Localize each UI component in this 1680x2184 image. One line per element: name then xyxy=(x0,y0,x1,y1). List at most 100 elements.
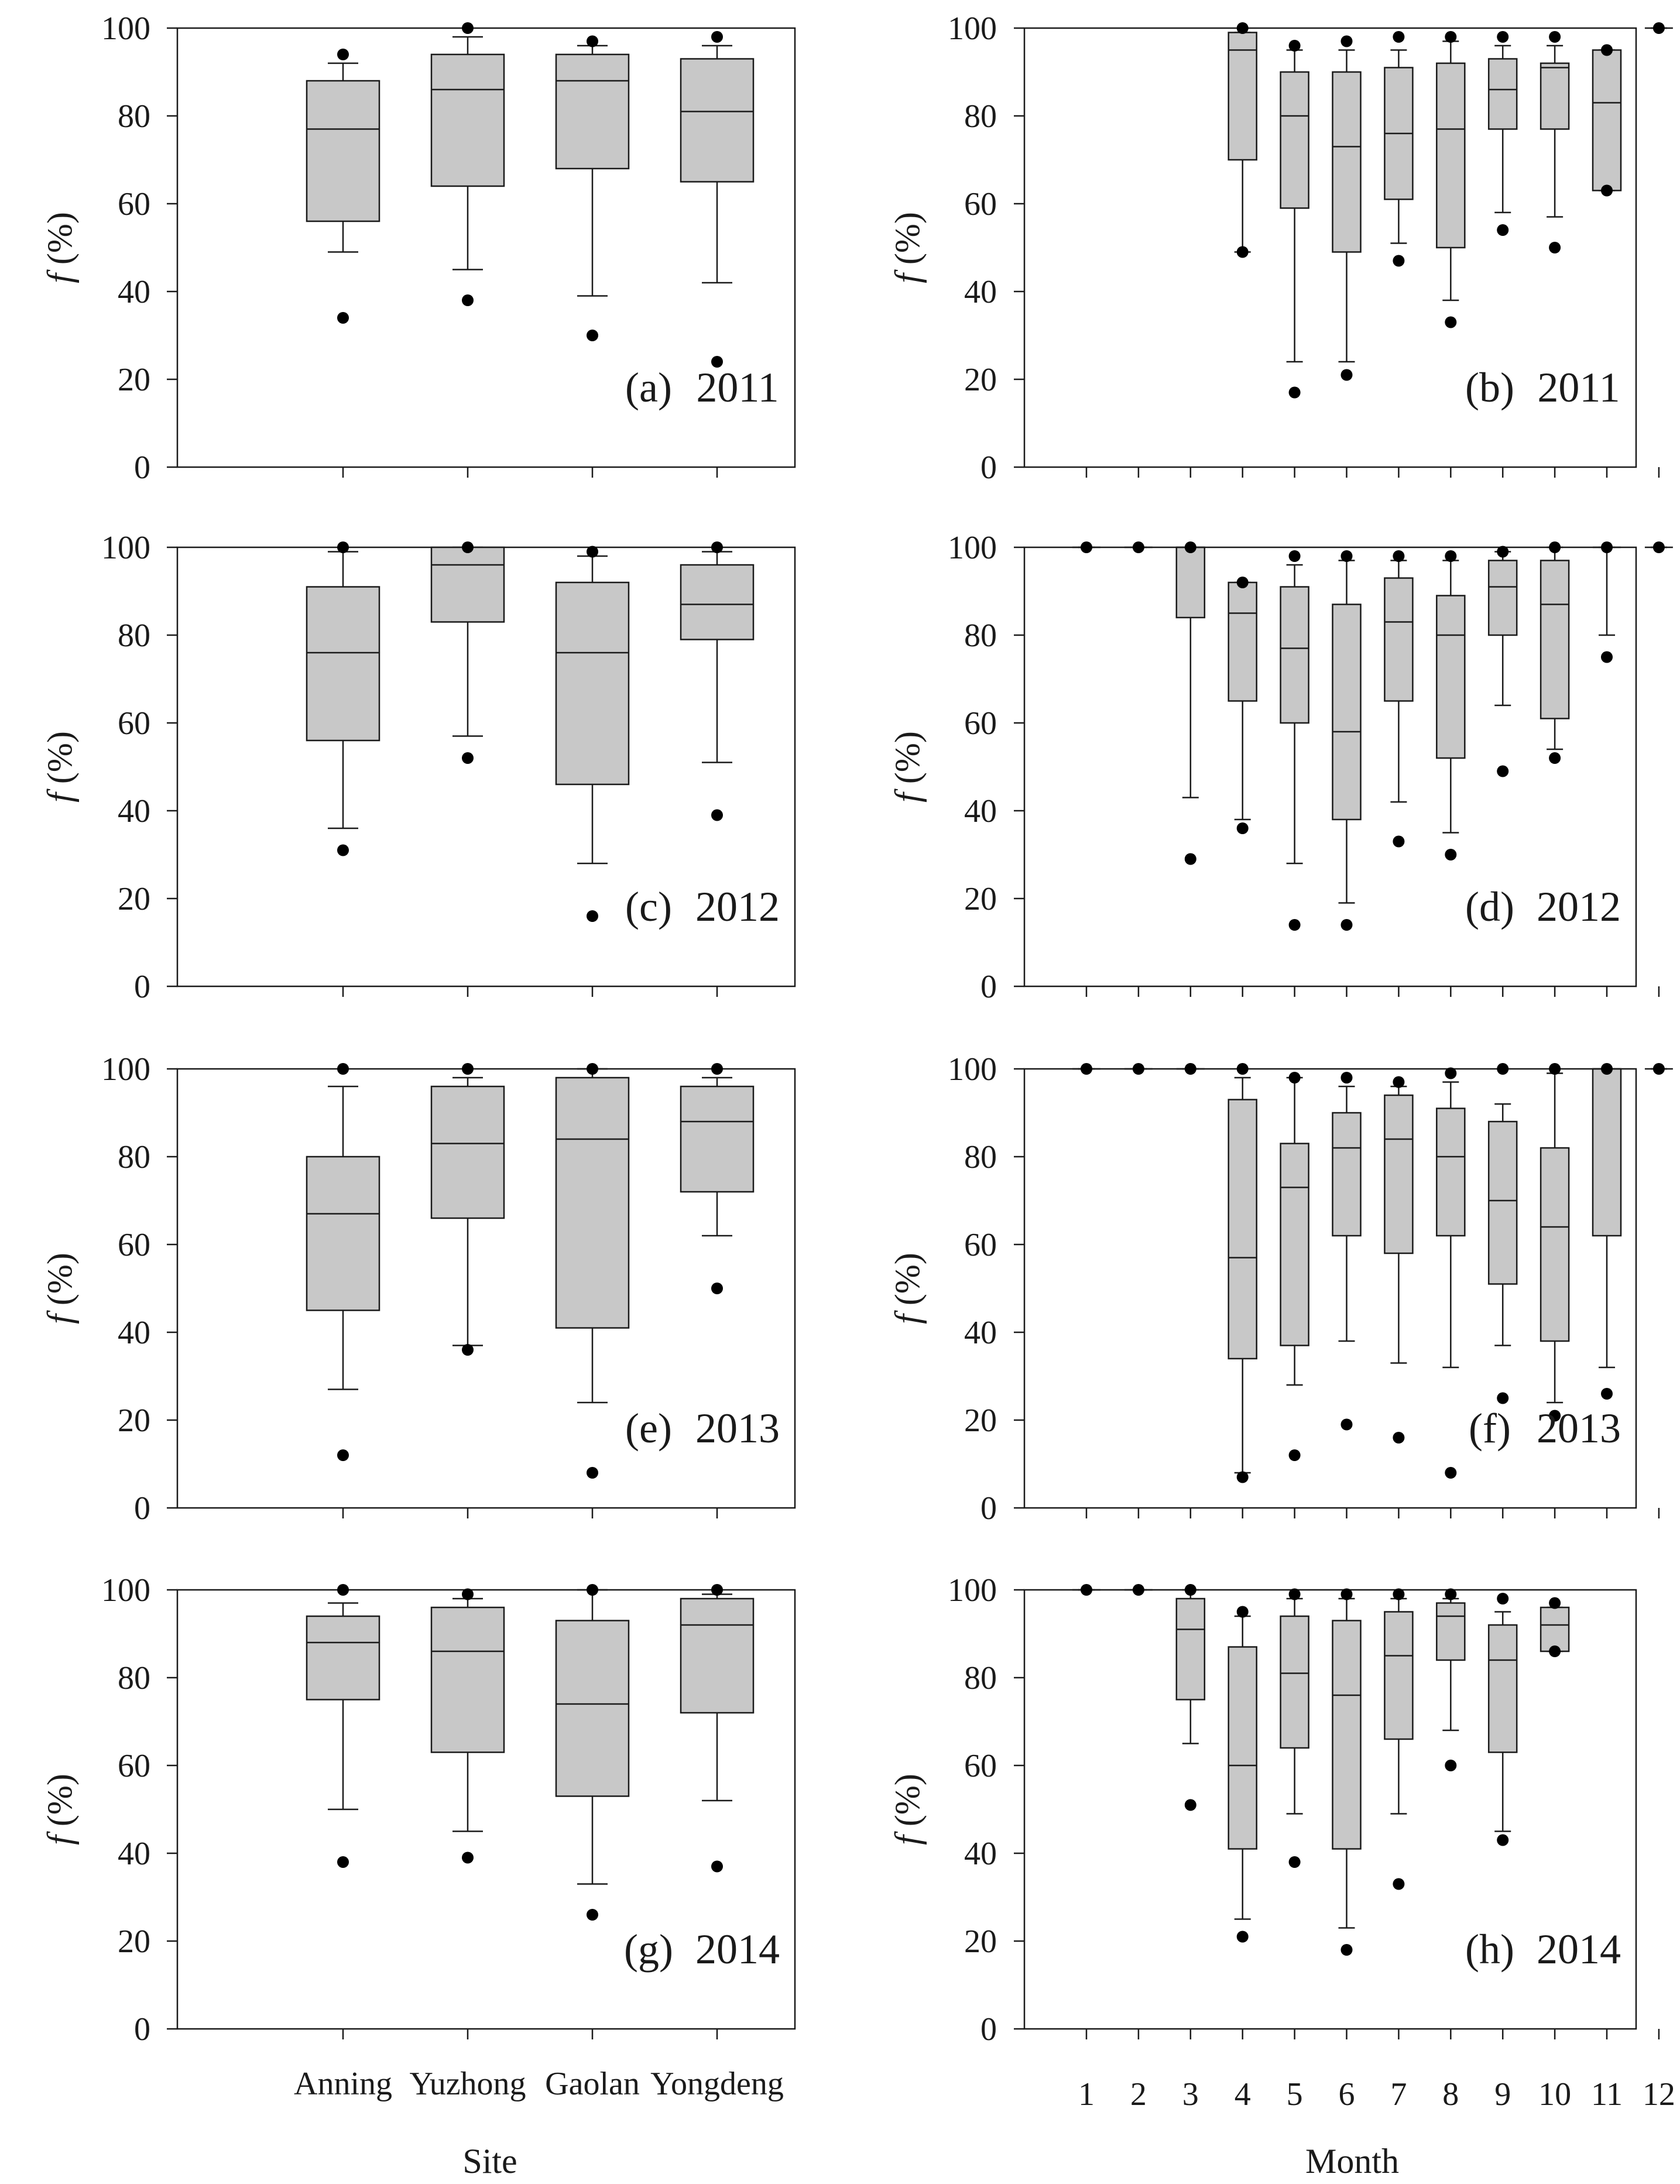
y-axis-unit: (%) xyxy=(40,1253,79,1314)
outlier-point xyxy=(1340,1418,1353,1431)
outlier-point xyxy=(1340,369,1353,381)
y-tick-label: 100 xyxy=(101,1572,150,1609)
y-tick-label: 60 xyxy=(118,1227,150,1263)
outlier-point xyxy=(711,31,723,43)
y-tick-label: 20 xyxy=(118,362,150,398)
outlier-point xyxy=(587,546,598,558)
iqr-box xyxy=(430,1085,505,1219)
outlier-point xyxy=(337,541,349,553)
panel-label: (b) xyxy=(1465,364,1514,411)
outlier-point xyxy=(337,312,349,324)
y-tick-label: 60 xyxy=(964,1227,997,1263)
outlier-point xyxy=(1081,541,1092,553)
iqr-box xyxy=(680,1085,755,1193)
box-month-11 xyxy=(1593,541,1621,663)
iqr-box xyxy=(1228,1646,1257,1850)
box-month-6 xyxy=(1332,35,1362,381)
outlier-point xyxy=(1549,541,1561,553)
iqr-box xyxy=(306,1156,380,1311)
plot-frame xyxy=(1023,1068,1637,1509)
y-tick-label: 60 xyxy=(964,1748,997,1784)
box-month-5 xyxy=(1280,550,1309,931)
box-month-8 xyxy=(1436,550,1466,860)
y-tick-label: 80 xyxy=(118,618,150,654)
outlier-point xyxy=(1132,1063,1144,1075)
outlier-point xyxy=(1445,1467,1457,1479)
y-tick-label: 40 xyxy=(118,793,150,829)
box-month-5 xyxy=(1280,40,1309,399)
box-month-11 xyxy=(1592,44,1622,197)
box-month-10 xyxy=(1540,1597,1570,1657)
panel-year: 2014 xyxy=(1537,1926,1621,1973)
y-axis-unit: (%) xyxy=(888,731,927,793)
box-month-6 xyxy=(1332,1588,1362,1956)
month-tick-label: 5 xyxy=(1287,2076,1303,2113)
box-site-Yuzhong xyxy=(430,22,505,306)
panel-label: (f) xyxy=(1469,1405,1511,1452)
outlier-point xyxy=(1549,1410,1561,1422)
month-tick-label: 9 xyxy=(1494,2076,1511,2113)
box-month-2 xyxy=(1124,541,1153,553)
iqr-box xyxy=(1487,58,1518,130)
outlier-point xyxy=(1549,1063,1561,1075)
outlier-point xyxy=(1236,577,1249,588)
box-month-3 xyxy=(1176,1063,1205,1075)
box-site-Gaolan xyxy=(555,1584,630,1921)
outlier-point xyxy=(1236,822,1249,834)
outlier-point xyxy=(1497,1063,1509,1075)
box-month-7 xyxy=(1384,550,1414,848)
y-tick-label: 100 xyxy=(101,11,150,47)
box-month-4 xyxy=(1228,1606,1257,1943)
site-tick-label: Gaolan xyxy=(545,2066,640,2102)
iqr-box xyxy=(1332,604,1362,821)
outlier-point xyxy=(711,1283,723,1294)
panel-year: 2013 xyxy=(1537,1405,1621,1452)
y-tick-label: 100 xyxy=(948,11,997,47)
box-month-10 xyxy=(1540,1063,1570,1422)
outlier-point xyxy=(337,1449,349,1461)
y-tick-label: 40 xyxy=(964,1315,997,1351)
outlier-point xyxy=(1288,550,1301,562)
iqr-box xyxy=(430,546,505,623)
panel-e: 0 20 40 60 80 100 f (%) (e) 2013 xyxy=(40,1051,796,1527)
y-tick-label: 20 xyxy=(964,881,997,917)
y-axis-unit: (%) xyxy=(888,212,927,273)
outlier-point xyxy=(1184,1584,1196,1596)
outlier-point xyxy=(587,1909,598,1921)
y-axis-label: f (%) xyxy=(888,731,927,803)
box-month-8 xyxy=(1436,1588,1466,1771)
y-tick-label: 80 xyxy=(118,1139,150,1175)
outlier-point xyxy=(587,1467,598,1479)
panel-year: 2011 xyxy=(1537,364,1620,411)
outlier-point xyxy=(337,844,349,856)
iqr-box xyxy=(555,53,630,170)
outlier-point xyxy=(1601,44,1613,56)
iqr-box xyxy=(1436,595,1466,759)
y-tick-label: 0 xyxy=(980,2011,997,2048)
y-tick-label: 0 xyxy=(980,1490,997,1527)
y-tick-label: 80 xyxy=(964,1660,997,1696)
panel-label: (g) xyxy=(624,1926,673,1973)
box-site-Yuzhong xyxy=(430,541,505,764)
outlier-point xyxy=(337,49,349,60)
iqr-box xyxy=(1384,577,1414,702)
box-month-5 xyxy=(1280,1072,1309,1461)
box-month-12 xyxy=(1644,1063,1673,1075)
y-axis-unit: (%) xyxy=(40,1774,79,1835)
y-tick-label: 20 xyxy=(118,1403,150,1439)
y-tick-label: 0 xyxy=(134,969,150,1005)
box-month-9 xyxy=(1487,1063,1518,1404)
iqr-box xyxy=(1228,581,1257,702)
outlier-point xyxy=(1236,1606,1249,1618)
outlier-point xyxy=(1288,1072,1301,1084)
outlier-point xyxy=(711,1860,723,1873)
outlier-point xyxy=(1549,1597,1561,1609)
y-tick-label: 20 xyxy=(964,1403,997,1439)
iqr-box xyxy=(1436,1108,1466,1237)
iqr-box xyxy=(1280,1615,1309,1749)
outlier-point xyxy=(462,1852,474,1864)
box-site-Anning xyxy=(306,541,380,856)
iqr-box xyxy=(306,80,380,222)
outlier-point xyxy=(1236,1471,1249,1483)
